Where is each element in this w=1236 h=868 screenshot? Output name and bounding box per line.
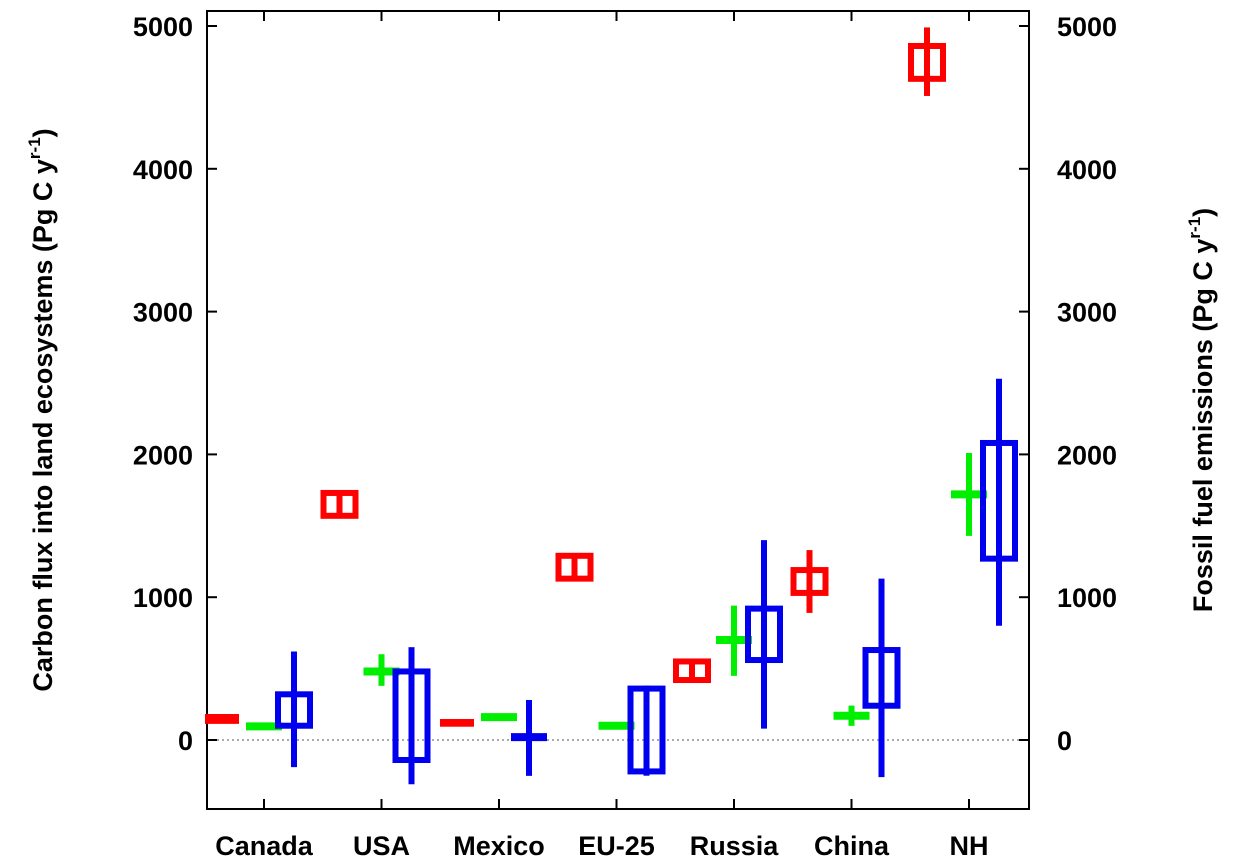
category-label: China [814, 831, 890, 861]
category-label: USA [353, 831, 410, 861]
category-label: Russia [690, 831, 780, 861]
left-tick-label: 0 [178, 726, 193, 756]
left-tick-label: 3000 [133, 298, 193, 328]
right-tick-label: 2000 [1057, 440, 1117, 470]
category-label: NH [950, 831, 989, 861]
right-tick-label: 5000 [1057, 12, 1117, 42]
left-axis-title: Carbon flux into land ecosystems (Pg C y… [25, 128, 58, 691]
plot-frame [206, 10, 1030, 810]
left-tick-label: 4000 [133, 155, 193, 185]
right-axis-title: Fossil fuel emissions (Pg C yr-1) [1185, 208, 1218, 612]
category-label: Mexico [453, 831, 545, 861]
series-group [246, 452, 987, 731]
category-label: EU-25 [578, 831, 655, 861]
left-axis-title-sup: r-1 [25, 137, 44, 159]
tick-group: 0 0 1000 1000 2000 2000 3000 3000 4000 4000 5000 50… [133, 11, 1117, 809]
right-axis-title-text: Fossil fuel emissions (Pg C y [1188, 239, 1218, 613]
series-group [275, 378, 1018, 785]
category-label: Canada [215, 831, 314, 861]
left-axis-title-close: ) [28, 128, 58, 137]
box-mark [205, 714, 239, 724]
left-tick-label: 1000 [133, 583, 193, 613]
right-tick-label: 3000 [1057, 298, 1117, 328]
right-tick-label: 1000 [1057, 583, 1117, 613]
right-axis-title-sup: r-1 [1185, 217, 1204, 239]
right-tick-label: 4000 [1057, 155, 1117, 185]
series-group [205, 27, 946, 727]
left-tick-label: 5000 [133, 12, 193, 42]
box-mark [440, 719, 474, 727]
category-labels: Canada USA Mexico EU-25 Russia China NH [215, 831, 988, 861]
left-tick-label: 2000 [133, 440, 193, 470]
left-axis-title-text: Carbon flux into land ecosystems (Pg C y [28, 159, 58, 692]
right-axis-title-close: ) [1188, 208, 1218, 217]
right-tick-label: 0 [1057, 726, 1072, 756]
marks-group [205, 27, 1018, 785]
